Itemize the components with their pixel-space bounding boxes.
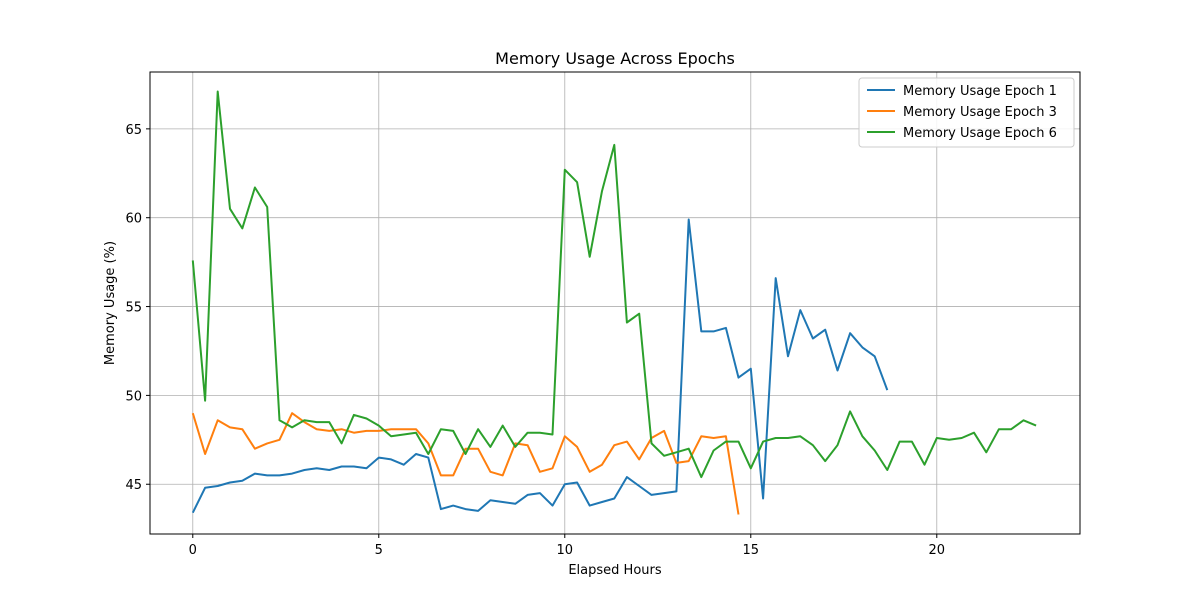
series-line-epoch-3	[191, 90, 1037, 479]
x-tick-label: 20	[929, 543, 946, 558]
series-group	[191, 90, 1037, 515]
y-tick-label: 50	[125, 389, 142, 404]
legend-label: Memory Usage Epoch 6	[903, 126, 1057, 141]
legend-box	[858, 77, 1075, 148]
chart-title: Memory Usage Across Epochs	[495, 49, 735, 68]
x-tick-label: 10	[557, 543, 574, 558]
y-tick-label: 55	[125, 301, 142, 316]
y-axis: 45 50 55 60 65	[125, 123, 150, 493]
x-tick-label: 5	[375, 543, 383, 558]
y-tick-label: 60	[125, 212, 142, 227]
x-axis-label: Elapsed Hours	[568, 563, 662, 578]
series-line-epoch-2	[191, 412, 740, 515]
y-tick-label: 45	[125, 478, 142, 493]
x-tick-label: 0	[189, 543, 197, 558]
series-line-epoch-1	[191, 218, 889, 514]
legend-label: Memory Usage Epoch 1	[903, 84, 1057, 99]
legend: Memory Usage Epoch 1 Memory Usage Epoch 3…	[858, 77, 1075, 148]
plot-area-frame	[149, 71, 1081, 535]
x-tick-label: 15	[743, 543, 760, 558]
legend-label: Memory Usage Epoch 3	[903, 105, 1057, 120]
y-axis-label: Memory Usage (%)	[103, 241, 118, 365]
x-axis: 0 5 10 15 20	[189, 534, 945, 558]
y-tick-label: 65	[125, 123, 142, 138]
